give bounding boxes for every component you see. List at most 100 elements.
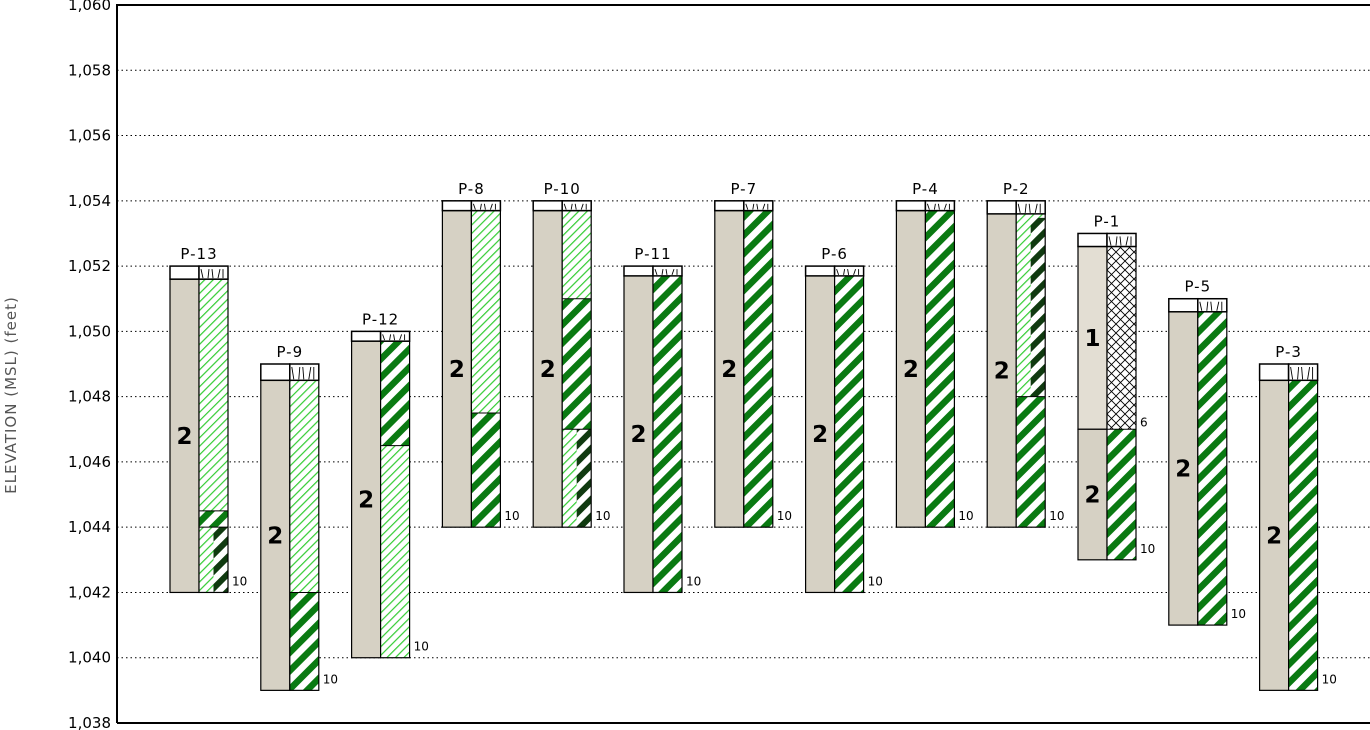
moisture-interval xyxy=(289,592,319,691)
moisture-interval xyxy=(653,275,682,593)
depth-label: 10 xyxy=(595,509,610,523)
log-name: P-12 xyxy=(362,310,399,328)
lithology-unit xyxy=(804,275,836,594)
lithology-unit xyxy=(714,210,745,528)
topsoil-cap xyxy=(1287,363,1319,382)
log-name: P-8 xyxy=(458,180,485,198)
boring-log-p-13: 2 P-13 10 xyxy=(169,245,247,594)
grass-stroke xyxy=(563,203,567,210)
log-name: P-1 xyxy=(1094,212,1121,230)
grass-stroke xyxy=(1297,366,1300,380)
lithology-unit xyxy=(532,210,563,528)
grass-symbol xyxy=(291,366,315,380)
grass-symbol xyxy=(745,203,769,210)
topsoil-cap xyxy=(652,265,683,277)
lithology-unit xyxy=(1077,428,1108,561)
y-tick-label: 1,048 xyxy=(68,388,111,406)
grass-symbol xyxy=(654,268,678,276)
grass-stroke xyxy=(853,268,857,276)
grass-stroke xyxy=(217,268,221,279)
lithology-unit xyxy=(260,379,291,691)
unit-label: 2 xyxy=(903,357,919,383)
boring-log-p-8: 2 P-8 10 xyxy=(441,180,520,528)
surface-cap xyxy=(532,200,563,212)
depth-label: 10 xyxy=(686,574,701,588)
moisture-interval xyxy=(1288,380,1318,691)
depth-label: 10 xyxy=(868,574,883,588)
topsoil-cap xyxy=(289,363,320,382)
grass-stroke xyxy=(1216,301,1220,311)
grass-stroke xyxy=(483,203,486,210)
grass-symbol xyxy=(926,203,950,210)
depth-label: 10 xyxy=(1049,509,1064,523)
moisture-interval xyxy=(289,380,319,593)
moisture-interval xyxy=(199,279,228,511)
grass-stroke xyxy=(1199,301,1203,311)
grass-stroke xyxy=(211,269,214,279)
log-name: P-10 xyxy=(544,180,581,198)
unit-label: 2 xyxy=(812,422,828,448)
surface-cap xyxy=(895,200,927,212)
grass-stroke xyxy=(574,203,577,210)
surface-cap xyxy=(1077,232,1108,248)
surface-cap xyxy=(804,265,836,277)
grass-stroke xyxy=(933,203,936,210)
unit-label: 2 xyxy=(994,359,1010,385)
grass-stroke xyxy=(1017,203,1021,213)
surface-cap xyxy=(1258,363,1290,382)
grass-stroke xyxy=(1125,236,1129,246)
y-axis-label: ELEVATION (MSL) (feet) xyxy=(2,296,20,494)
depth-label: 10 xyxy=(232,574,247,588)
y-tick-label: 1,054 xyxy=(68,192,111,210)
grass-stroke xyxy=(393,334,396,341)
boring-log-p-10: 2 P-10 10 xyxy=(532,180,610,528)
depth-label: 10 xyxy=(323,672,338,686)
grass-stroke xyxy=(836,268,840,276)
moisture-interval xyxy=(1016,396,1046,528)
y-tick-label: 1,060 xyxy=(68,0,111,14)
log-name: P-2 xyxy=(1003,180,1030,198)
lithology-unit xyxy=(1077,245,1108,430)
unit-label: 2 xyxy=(1175,456,1191,482)
grass-stroke xyxy=(472,203,476,210)
depth-label: 10 xyxy=(1140,542,1155,556)
mid-depth-label: 6 xyxy=(1140,415,1148,429)
wet-zone xyxy=(576,429,592,528)
topsoil-cap xyxy=(1015,200,1046,215)
wet-zone xyxy=(213,527,228,593)
log-name: P-4 xyxy=(912,180,939,198)
depth-label: 10 xyxy=(414,640,429,654)
grass-stroke xyxy=(302,366,305,380)
boring-log-p-6: 2 P-6 10 xyxy=(804,245,883,594)
grass-stroke xyxy=(1206,301,1209,311)
grass-stroke xyxy=(1290,366,1294,380)
depth-label: 10 xyxy=(958,509,973,523)
grass-stroke xyxy=(745,203,749,210)
moisture-interval xyxy=(925,210,955,528)
surface-cap xyxy=(623,265,654,277)
y-tick-label: 1,056 xyxy=(68,127,111,145)
grass-stroke xyxy=(756,203,759,210)
grass-symbol xyxy=(472,203,496,210)
grass-stroke xyxy=(762,203,766,210)
unit-label: 2 xyxy=(540,357,556,383)
grass-stroke xyxy=(843,269,846,275)
grass-stroke xyxy=(382,334,386,341)
grass-stroke xyxy=(937,203,940,210)
surface-cap xyxy=(260,363,291,382)
grass-stroke xyxy=(661,269,664,275)
grass-stroke xyxy=(389,334,392,341)
grass-stroke xyxy=(671,268,675,276)
unit-label: 2 xyxy=(449,357,465,383)
depth-label: 10 xyxy=(1322,672,1337,686)
grass-stroke xyxy=(291,366,295,380)
moisture-interval xyxy=(562,210,592,299)
moisture-interval xyxy=(1107,246,1136,430)
grass-symbol xyxy=(1108,236,1132,246)
depth-label: 10 xyxy=(777,509,792,523)
y-tick-label: 1,052 xyxy=(68,257,111,275)
grass-stroke xyxy=(489,203,493,210)
unit-label: 2 xyxy=(630,422,646,448)
grass-symbol xyxy=(382,334,406,341)
grass-stroke xyxy=(1108,236,1112,246)
